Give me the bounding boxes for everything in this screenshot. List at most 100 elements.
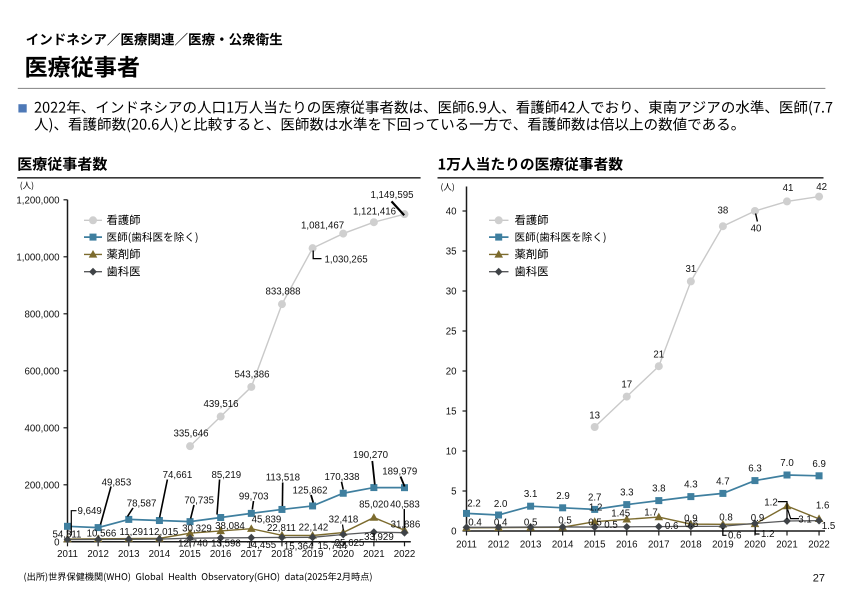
svg-text:3.1: 3.1 xyxy=(798,514,811,525)
svg-text:74,661: 74,661 xyxy=(163,470,193,481)
svg-text:0.6: 0.6 xyxy=(728,531,741,542)
svg-text:13,598: 13,598 xyxy=(211,539,241,550)
svg-text:40: 40 xyxy=(751,223,762,234)
svg-text:25,625: 25,625 xyxy=(335,538,365,549)
svg-text:21: 21 xyxy=(653,349,664,360)
svg-text:30,329: 30,329 xyxy=(182,524,212,535)
svg-text:12,015: 12,015 xyxy=(149,527,179,538)
svg-text:1.2: 1.2 xyxy=(589,503,602,514)
svg-text:3.8: 3.8 xyxy=(652,484,665,495)
svg-text:2013: 2013 xyxy=(118,549,140,560)
svg-text:2016: 2016 xyxy=(210,549,232,560)
svg-text:2015: 2015 xyxy=(584,540,606,551)
svg-text:54,311: 54,311 xyxy=(53,530,82,541)
svg-text:38: 38 xyxy=(718,206,729,217)
svg-text:2011: 2011 xyxy=(57,549,78,560)
svg-text:1,149,595: 1,149,595 xyxy=(370,190,413,201)
svg-text:25: 25 xyxy=(446,327,457,338)
svg-text:2017: 2017 xyxy=(648,540,670,551)
svg-text:0.6: 0.6 xyxy=(685,519,698,530)
svg-text:14,455: 14,455 xyxy=(246,540,276,551)
svg-text:17: 17 xyxy=(621,380,632,391)
svg-text:190,270: 190,270 xyxy=(353,450,389,461)
svg-text:2016: 2016 xyxy=(616,540,638,551)
svg-text:1,121,416: 1,121,416 xyxy=(353,207,396,218)
svg-text:1.2: 1.2 xyxy=(761,529,774,540)
svg-text:2021: 2021 xyxy=(776,540,798,551)
svg-text:125,862: 125,862 xyxy=(292,486,327,497)
svg-text:30: 30 xyxy=(446,287,457,298)
svg-text:2014: 2014 xyxy=(552,540,574,551)
svg-text:2022: 2022 xyxy=(394,549,416,560)
svg-text:20: 20 xyxy=(446,367,457,378)
svg-text:9,649: 9,649 xyxy=(78,506,102,517)
svg-text:2.0: 2.0 xyxy=(494,499,508,510)
svg-text:41: 41 xyxy=(783,183,794,194)
svg-text:0.4: 0.4 xyxy=(468,518,482,529)
svg-text:22,811: 22,811 xyxy=(267,523,296,534)
svg-text:49,853: 49,853 xyxy=(102,477,132,488)
svg-text:35: 35 xyxy=(446,247,457,258)
svg-text:600,000: 600,000 xyxy=(24,366,60,377)
svg-text:13: 13 xyxy=(589,410,600,421)
svg-text:85,219: 85,219 xyxy=(211,470,241,481)
svg-text:70,735: 70,735 xyxy=(184,495,214,506)
svg-text:42: 42 xyxy=(816,182,827,193)
svg-text:11,291: 11,291 xyxy=(120,527,149,538)
svg-text:2.7: 2.7 xyxy=(588,492,601,503)
svg-text:85,020: 85,020 xyxy=(359,500,389,511)
svg-text:2021: 2021 xyxy=(363,549,385,560)
svg-text:12,740: 12,740 xyxy=(178,539,208,550)
svg-text:1,000,000: 1,000,000 xyxy=(16,252,60,263)
svg-text:10,566: 10,566 xyxy=(87,529,117,540)
svg-text:10: 10 xyxy=(446,447,457,458)
svg-text:439,516: 439,516 xyxy=(203,399,238,410)
svg-text:0.5: 0.5 xyxy=(604,520,617,531)
svg-text:189,979: 189,979 xyxy=(382,467,417,478)
svg-text:2018: 2018 xyxy=(680,540,702,551)
svg-text:2012: 2012 xyxy=(488,540,510,551)
svg-text:0: 0 xyxy=(451,527,457,538)
svg-text:22,142: 22,142 xyxy=(299,523,329,534)
svg-text:200,000: 200,000 xyxy=(24,480,60,491)
svg-text:2.2: 2.2 xyxy=(467,499,480,510)
svg-text:0.4: 0.4 xyxy=(494,518,508,529)
svg-text:3.1: 3.1 xyxy=(524,489,537,500)
svg-text:833,888: 833,888 xyxy=(265,287,300,298)
svg-text:33,929: 33,929 xyxy=(364,532,394,543)
svg-text:113,518: 113,518 xyxy=(266,473,300,484)
svg-text:2012: 2012 xyxy=(87,549,109,560)
svg-text:170,338: 170,338 xyxy=(324,472,359,483)
svg-text:335,646: 335,646 xyxy=(173,429,208,440)
svg-text:6.3: 6.3 xyxy=(748,464,761,475)
svg-text:78,587: 78,587 xyxy=(127,498,157,509)
svg-text:0.5: 0.5 xyxy=(588,518,601,529)
svg-text:2014: 2014 xyxy=(149,549,171,560)
svg-text:31,886: 31,886 xyxy=(391,520,421,531)
svg-text:1.7: 1.7 xyxy=(644,508,657,519)
svg-text:1.2: 1.2 xyxy=(764,497,777,508)
svg-text:1,200,000: 1,200,000 xyxy=(16,195,60,206)
svg-text:1,030,265: 1,030,265 xyxy=(325,255,368,266)
svg-text:0.8: 0.8 xyxy=(719,513,732,524)
svg-text:2.9: 2.9 xyxy=(556,491,569,502)
svg-text:5: 5 xyxy=(451,487,456,498)
svg-text:1.5: 1.5 xyxy=(822,521,835,532)
svg-text:32,418: 32,418 xyxy=(329,515,359,526)
svg-text:4.3: 4.3 xyxy=(684,480,697,491)
svg-text:6.9: 6.9 xyxy=(812,459,825,470)
svg-text:800,000: 800,000 xyxy=(24,309,60,320)
svg-text:40,583: 40,583 xyxy=(390,499,420,510)
svg-text:40: 40 xyxy=(446,207,457,218)
svg-text:543,386: 543,386 xyxy=(234,369,269,380)
svg-text:31: 31 xyxy=(686,264,697,275)
svg-text:0.6: 0.6 xyxy=(665,521,678,532)
svg-text:0.9: 0.9 xyxy=(751,513,764,524)
svg-text:400,000: 400,000 xyxy=(24,423,60,434)
svg-text:2022: 2022 xyxy=(808,540,830,551)
svg-text:2013: 2013 xyxy=(520,540,542,551)
svg-text:0.5: 0.5 xyxy=(558,515,571,526)
svg-text:2020: 2020 xyxy=(744,540,766,551)
svg-text:7.0: 7.0 xyxy=(780,458,794,469)
svg-text:3.3: 3.3 xyxy=(620,488,633,499)
